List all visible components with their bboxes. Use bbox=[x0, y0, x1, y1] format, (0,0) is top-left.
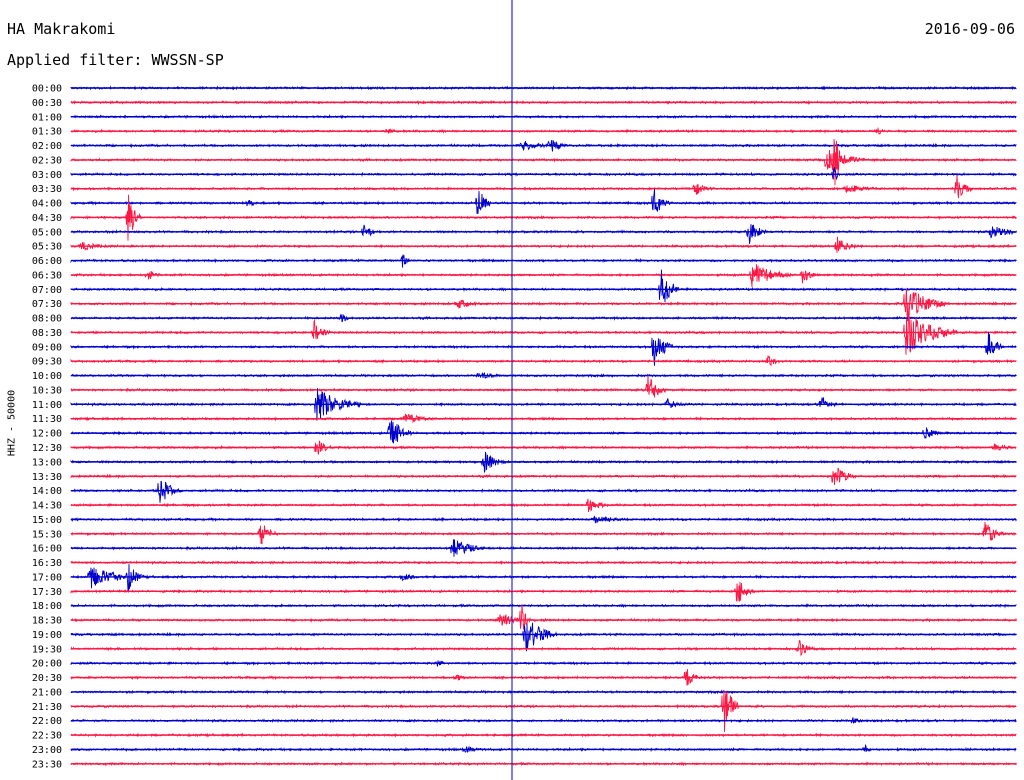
trace-row-1400 bbox=[70, 480, 1017, 503]
trace-row-1700 bbox=[70, 563, 1017, 593]
time-tick-label: 22:00 bbox=[32, 716, 62, 727]
trace-row-0530 bbox=[70, 236, 1017, 253]
trace-row-1030 bbox=[70, 375, 1017, 398]
time-tick-label: 01:30 bbox=[32, 127, 62, 138]
trace-row-1900 bbox=[70, 622, 1017, 652]
time-tick-label: 20:00 bbox=[32, 659, 62, 670]
time-tick-label: 02:30 bbox=[32, 155, 62, 166]
time-tick-label: 07:30 bbox=[32, 299, 62, 310]
time-tick-label: 08:00 bbox=[32, 314, 62, 325]
time-tick-label: 15:00 bbox=[32, 515, 62, 526]
time-tick-label: 15:30 bbox=[32, 529, 62, 540]
time-tick-label: 04:00 bbox=[32, 199, 62, 210]
time-tick-label: 10:30 bbox=[32, 385, 62, 396]
time-tick-label: 17:30 bbox=[32, 587, 62, 598]
time-tick-label: 10:00 bbox=[32, 371, 62, 382]
time-tick-label: 00:00 bbox=[32, 84, 62, 95]
time-tick-label: 19:00 bbox=[32, 630, 62, 641]
time-tick-label: 23:00 bbox=[32, 745, 62, 756]
trace-row-1830 bbox=[70, 603, 1017, 630]
time-tick-label: 11:30 bbox=[32, 414, 62, 425]
time-tick-label: 04:30 bbox=[32, 213, 62, 224]
trace-row-0330 bbox=[70, 175, 1017, 199]
time-tick-label: 07:00 bbox=[32, 285, 62, 296]
time-tick-label: 09:30 bbox=[32, 357, 62, 368]
time-tick-label: 00:30 bbox=[32, 98, 62, 109]
time-tick-label: 05:30 bbox=[32, 242, 62, 253]
time-tick-label: 12:30 bbox=[32, 443, 62, 454]
time-tick-label: 03:00 bbox=[32, 170, 62, 181]
time-tick-label: 14:30 bbox=[32, 501, 62, 512]
time-tick-label: 21:30 bbox=[32, 702, 62, 713]
trace-row-0830 bbox=[70, 315, 1017, 355]
time-tick-label: 23:30 bbox=[32, 759, 62, 770]
time-tick-label: 14:00 bbox=[32, 486, 62, 497]
trace-row-2300 bbox=[70, 744, 1017, 753]
time-tick-label: 06:00 bbox=[32, 256, 62, 267]
time-tick-label: 06:30 bbox=[32, 270, 62, 281]
time-tick-label: 08:30 bbox=[32, 328, 62, 339]
time-tick-label: 02:00 bbox=[32, 141, 62, 152]
time-tick-label: 03:30 bbox=[32, 184, 62, 195]
trace-row-0930 bbox=[70, 355, 1017, 367]
time-tick-label: 01:00 bbox=[32, 112, 62, 123]
time-tick-label: 13:00 bbox=[32, 457, 62, 468]
time-tick-label: 16:30 bbox=[32, 558, 62, 569]
trace-group bbox=[70, 85, 1017, 767]
trace-row-1130 bbox=[70, 413, 1017, 424]
time-tick-label: 18:00 bbox=[32, 601, 62, 612]
trace-row-1930 bbox=[70, 639, 1017, 657]
trace-row-0730 bbox=[70, 288, 1017, 322]
time-tick-label: 12:00 bbox=[32, 429, 62, 440]
time-tick-label: 20:30 bbox=[32, 673, 62, 684]
trace-row-0500 bbox=[70, 224, 1017, 244]
time-tick-label: 11:00 bbox=[32, 400, 62, 411]
time-tick-label: 19:30 bbox=[32, 644, 62, 655]
time-tick-label: 17:00 bbox=[32, 572, 62, 583]
trace-row-1200 bbox=[70, 420, 1017, 444]
trace-row-0400 bbox=[70, 188, 1017, 214]
station-title: HA Makrakomi bbox=[7, 20, 116, 38]
time-tick-label: 22:30 bbox=[32, 731, 62, 742]
trace-row-0630 bbox=[70, 264, 1017, 288]
time-tick-label: 21:00 bbox=[32, 687, 62, 698]
time-tick-label: 05:00 bbox=[32, 227, 62, 238]
time-tick-group: 00:00 00:30 01:00 01:30 02:00 02:30 03:00 03:30… bbox=[32, 84, 62, 771]
time-tick-label: 09:00 bbox=[32, 342, 62, 353]
time-tick-label: 16:00 bbox=[32, 544, 62, 555]
trace-row-2130 bbox=[70, 690, 1017, 733]
date-label: 2016-09-06 bbox=[924, 20, 1015, 38]
filter-label: Applied filter: WWSSN-SP bbox=[7, 51, 224, 69]
time-tick-label: 18:30 bbox=[32, 616, 62, 627]
time-tick-label: 13:30 bbox=[32, 472, 62, 483]
trace-row-0300 bbox=[70, 166, 1017, 181]
